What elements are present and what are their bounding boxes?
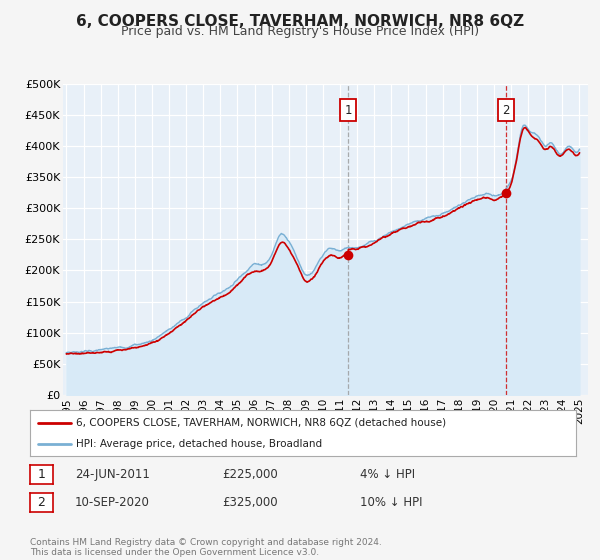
Text: 6, COOPERS CLOSE, TAVERHAM, NORWICH, NR8 6QZ (detached house): 6, COOPERS CLOSE, TAVERHAM, NORWICH, NR8… [76, 418, 446, 428]
Text: Contains HM Land Registry data © Crown copyright and database right 2024.
This d: Contains HM Land Registry data © Crown c… [30, 538, 382, 557]
Text: £225,000: £225,000 [222, 468, 278, 482]
Text: 1: 1 [37, 468, 46, 482]
Text: 10-SEP-2020: 10-SEP-2020 [75, 496, 150, 509]
Text: 2: 2 [37, 496, 46, 509]
Text: 6, COOPERS CLOSE, TAVERHAM, NORWICH, NR8 6QZ: 6, COOPERS CLOSE, TAVERHAM, NORWICH, NR8… [76, 14, 524, 29]
Text: 4% ↓ HPI: 4% ↓ HPI [360, 468, 415, 482]
Text: 10% ↓ HPI: 10% ↓ HPI [360, 496, 422, 509]
Text: HPI: Average price, detached house, Broadland: HPI: Average price, detached house, Broa… [76, 439, 323, 449]
Text: £325,000: £325,000 [222, 496, 278, 509]
Text: 1: 1 [344, 104, 352, 116]
Text: Price paid vs. HM Land Registry's House Price Index (HPI): Price paid vs. HM Land Registry's House … [121, 25, 479, 38]
Text: 2: 2 [502, 104, 510, 116]
Text: 24-JUN-2011: 24-JUN-2011 [75, 468, 150, 482]
